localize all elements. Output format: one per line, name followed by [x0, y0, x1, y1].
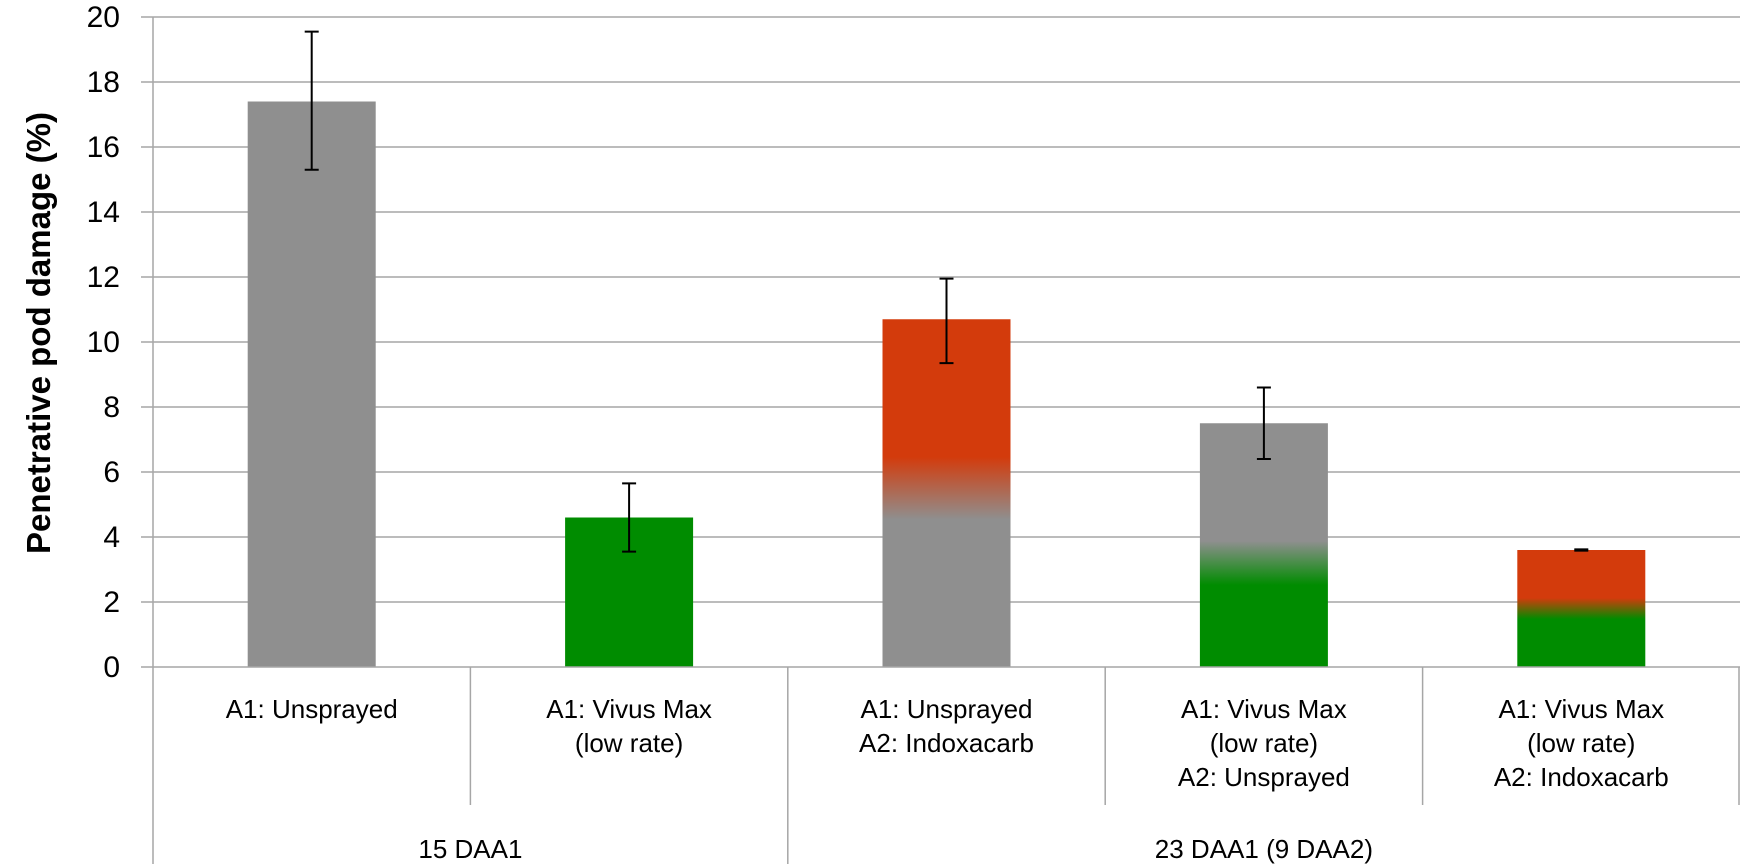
error-bars — [304, 30, 1589, 553]
y-axis-label: Penetrative pod damage (%) — [20, 112, 57, 554]
y-tick-label: 14 — [87, 196, 120, 229]
y-tick-label: 10 — [87, 326, 120, 359]
category-label: A1: Vivus Max — [546, 694, 712, 724]
group-label: 23 DAA1 (9 DAA2) — [1155, 834, 1373, 864]
y-tick-label: 2 — [103, 586, 120, 619]
y-tick-labels: 0 2 4 6 8 10 12 14 16 18 20 — [87, 1, 120, 684]
category-label: A2: Indoxacarb — [1494, 762, 1669, 792]
y-tick-label: 18 — [87, 66, 120, 99]
category-label: A1: Vivus Max — [1498, 694, 1664, 724]
category-label: A2: Indoxacarb — [859, 728, 1034, 758]
y-tick-label: 6 — [103, 456, 120, 489]
bar — [1199, 423, 1328, 667]
bar — [882, 319, 1011, 667]
category-label: A1: Vivus Max — [1181, 694, 1347, 724]
category-label: (low rate) — [575, 728, 683, 758]
bar — [1517, 550, 1646, 667]
bar — [247, 101, 376, 667]
axes — [141, 16, 1740, 864]
y-tick-label: 0 — [103, 651, 120, 684]
y-tick-label: 8 — [103, 391, 120, 424]
y-tick-label: 16 — [87, 131, 120, 164]
bars — [247, 101, 1646, 667]
category-label: (low rate) — [1527, 728, 1635, 758]
y-tick-label: 4 — [103, 521, 120, 554]
group-label: 15 DAA1 — [418, 834, 522, 864]
category-label: A1: Unsprayed — [861, 694, 1033, 724]
group-labels: 15 DAA1 23 DAA1 (9 DAA2) — [418, 834, 1373, 864]
y-tick-label: 20 — [87, 1, 120, 34]
category-label: (low rate) — [1210, 728, 1318, 758]
category-labels: A1: Unsprayed A1: Vivus Max (low rate) A1: … — [226, 694, 1669, 792]
category-label: A1: Unsprayed — [226, 694, 398, 724]
y-tick-label: 12 — [87, 261, 120, 294]
category-label: A2: Unsprayed — [1178, 762, 1350, 792]
